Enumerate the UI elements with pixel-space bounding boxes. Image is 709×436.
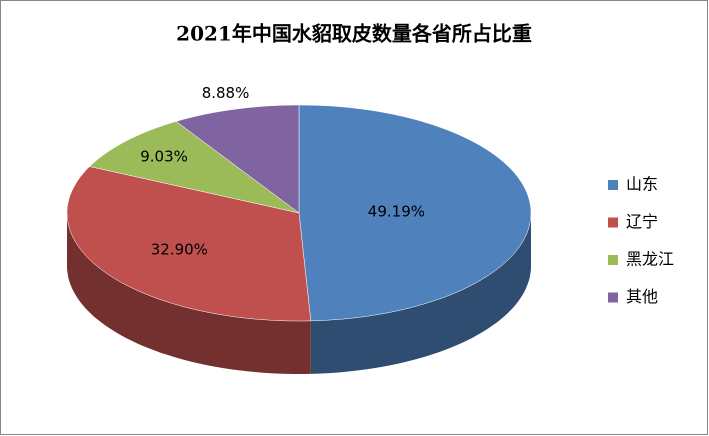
slice-side <box>67 213 311 374</box>
legend-swatch <box>608 217 618 228</box>
chart-title: 2021年中国水貂取皮数量各省所占比重 <box>176 22 532 46</box>
legend-label: 其他 <box>626 287 658 306</box>
slice-side <box>310 213 531 374</box>
data-label: 32.90% <box>151 241 208 259</box>
legend-label: 辽宁 <box>626 212 658 231</box>
slice <box>298 104 532 322</box>
legend-label: 山东 <box>626 175 658 194</box>
data-label: 9.03% <box>140 147 188 165</box>
data-label: 49.19% <box>368 202 425 220</box>
slice <box>89 121 300 214</box>
legend-swatch <box>608 180 618 190</box>
data-label: 8.88% <box>202 84 250 102</box>
slice <box>66 166 312 322</box>
slice <box>175 104 300 214</box>
legend-swatch <box>608 292 618 303</box>
legend-label: 黑龙江 <box>626 250 674 269</box>
legend-swatch <box>608 255 618 265</box>
